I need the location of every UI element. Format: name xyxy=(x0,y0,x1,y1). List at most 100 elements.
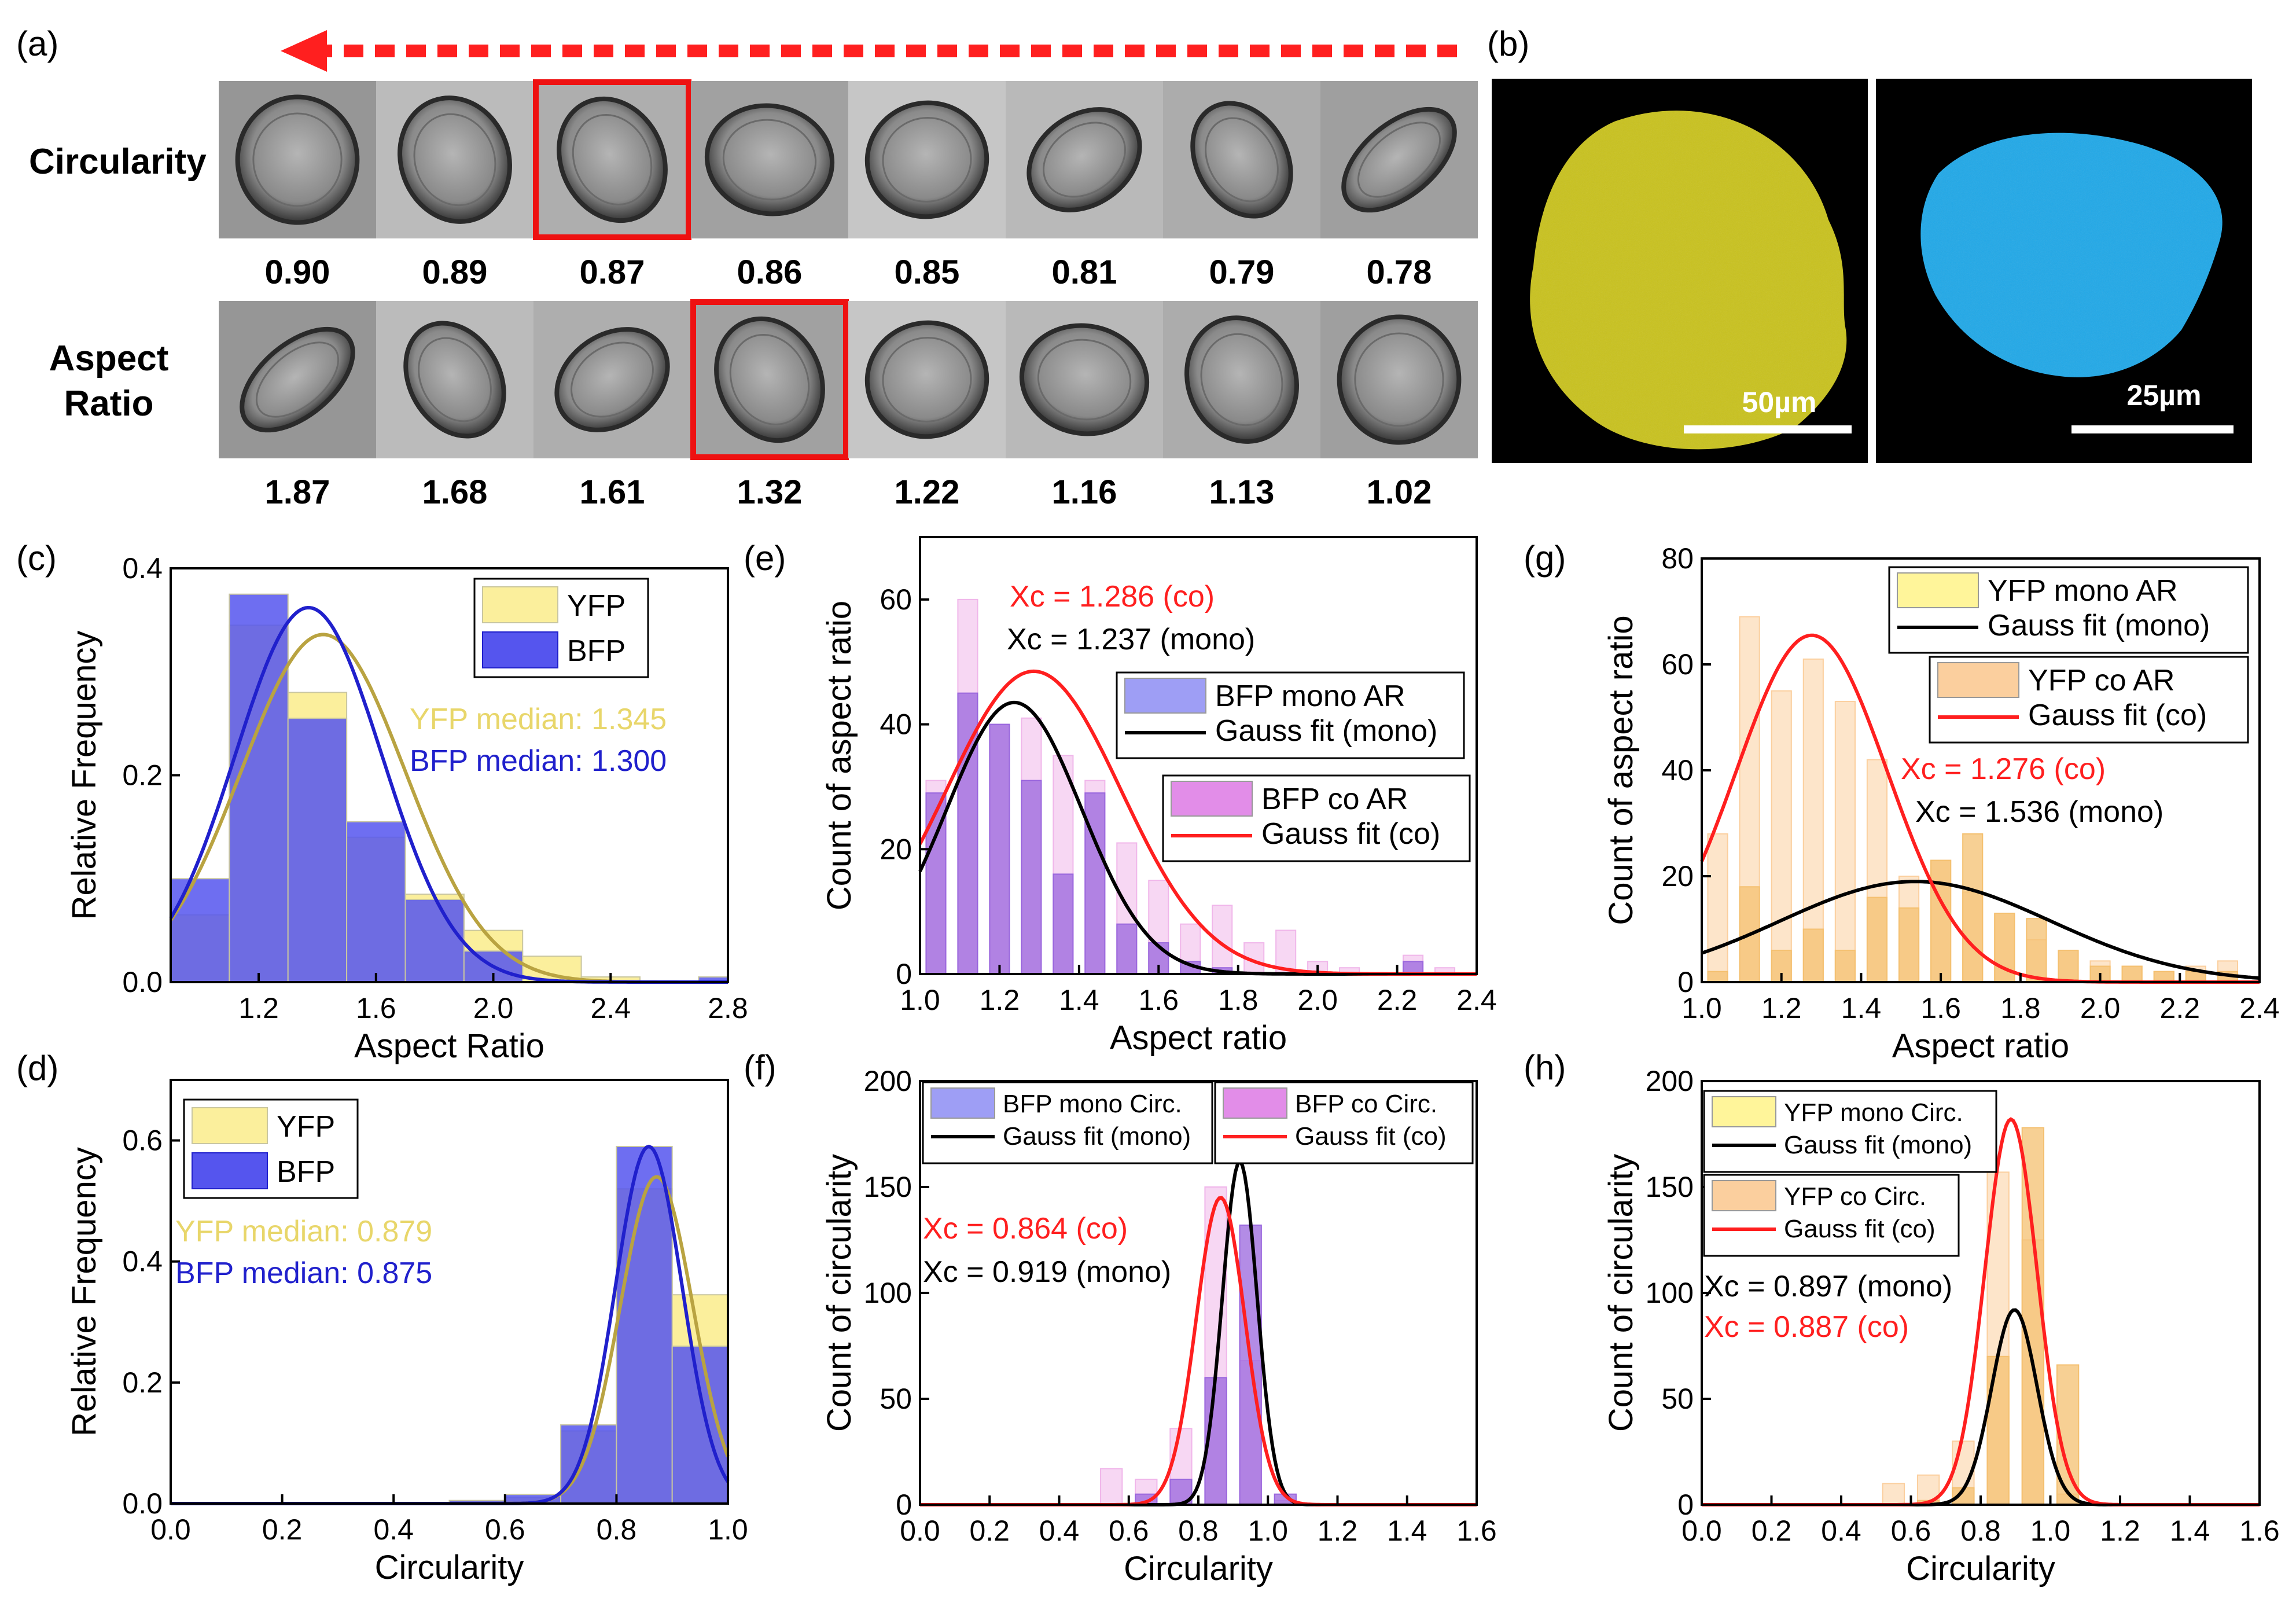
value-label: 1.61 xyxy=(580,473,645,511)
cell-inner xyxy=(1205,117,1279,203)
histogram-bar xyxy=(1021,780,1042,975)
highlight-box xyxy=(690,299,849,460)
legend-entry: YFP co Circ. xyxy=(1784,1182,1926,1211)
histogram-bar xyxy=(1930,859,1952,983)
annotation: Xc = 1.536 (mono) xyxy=(1915,795,2163,829)
y-tick-label: 20 xyxy=(1661,860,1694,892)
histogram-bar xyxy=(1882,1483,1905,1505)
histogram-bar xyxy=(1866,896,1888,983)
circularity-values: 0.90 0.89 0.87 0.86 0.85 0.81 0.79 0.78 xyxy=(265,253,1432,291)
cell-inner xyxy=(1200,333,1283,427)
x-tick-label: 0.8 xyxy=(597,1513,637,1546)
cell-inner xyxy=(418,337,492,422)
x-axis-label: Aspect ratio xyxy=(1892,1027,2069,1065)
histogram-bar xyxy=(957,692,978,975)
y-tick-label: 0 xyxy=(896,958,912,990)
cell-inner xyxy=(722,119,817,201)
legend-entry: BFP co Circ. xyxy=(1295,1090,1437,1118)
cell-inner xyxy=(729,334,810,425)
x-tick-label: 0.4 xyxy=(1039,1515,1080,1547)
x-tick-label: 1.6 xyxy=(356,992,396,1024)
x-tick-label: 2.2 xyxy=(1377,984,1418,1016)
x-tick-label: 2.8 xyxy=(708,992,748,1024)
x-tick-label: 0.2 xyxy=(262,1513,303,1546)
legend-entry: Gauss fit (mono) xyxy=(1988,609,2210,642)
legend-swatch xyxy=(1712,1180,1776,1211)
x-tick-label: 1.2 xyxy=(1318,1515,1358,1547)
legend-entry: YFP xyxy=(277,1110,335,1144)
chart-f-bfp-circularity-counts: (f) 0.0 0.2 0.4 0.6 0.8 1.0 1.2 1.4 1.6 0 50 100 150 2… xyxy=(744,1048,1497,1587)
x-tick-label: 1.2 xyxy=(2100,1515,2140,1547)
cell-inner xyxy=(882,117,972,203)
legend-entry: Gauss fit (mono) xyxy=(1003,1122,1191,1151)
x-tick-label: 1.0 xyxy=(1248,1515,1288,1547)
annotation: Xc = 1.286 (co) xyxy=(1010,580,1215,613)
chart-e-bfp-aspect-ratio-counts: (e) 1.0 1.2 1.4 1.6 1.8 2.0 2.2 2.4 0 20 40 60 Aspect… xyxy=(744,536,1497,1057)
histogram-bar xyxy=(1403,961,1424,975)
legend-entry: YFP xyxy=(567,589,625,623)
y-tick-label: 40 xyxy=(1661,754,1694,787)
value-label: 0.89 xyxy=(422,253,488,291)
x-tick-label: 1.4 xyxy=(2170,1515,2210,1547)
y-axis-label: Relative Frequency xyxy=(65,631,103,920)
histogram-bar xyxy=(287,718,348,983)
x-tick-label: 2.0 xyxy=(1297,984,1338,1016)
y-tick-label: 40 xyxy=(880,708,912,741)
cell-inner xyxy=(255,341,340,418)
legend-entry: Gauss fit (mono) xyxy=(1784,1131,1972,1159)
annotation: YFP median: 1.345 xyxy=(410,703,667,736)
x-tick-label: 1.2 xyxy=(1761,992,1802,1024)
aspect-ratio-values: 1.87 1.68 1.61 1.32 1.22 1.16 1.13 1.02 xyxy=(265,473,1432,511)
x-tick-label: 0.4 xyxy=(373,1513,414,1546)
annotation: BFP median: 0.875 xyxy=(175,1256,432,1290)
histogram-bar xyxy=(1962,833,1984,983)
cell-inner xyxy=(882,337,972,422)
x-tick-label: 1.2 xyxy=(980,984,1020,1016)
value-label: 1.02 xyxy=(1367,473,1432,511)
x-tick-label: 0.8 xyxy=(1178,1515,1219,1547)
legend-swatch xyxy=(482,586,558,623)
x-tick-label: 0.6 xyxy=(1891,1515,1931,1547)
y-tick-label: 0.0 xyxy=(122,1487,163,1520)
histogram-bar xyxy=(1204,1377,1227,1505)
legend-swatch xyxy=(482,631,558,668)
scale-bar-right xyxy=(2071,425,2234,433)
cell-outline xyxy=(403,321,506,439)
cell-inner xyxy=(572,114,653,205)
panel-a-label: (a) xyxy=(16,24,58,63)
annotation: BFP median: 1.300 xyxy=(410,744,667,778)
panel-label: (g) xyxy=(1524,539,1566,578)
value-label: 0.86 xyxy=(737,253,803,291)
chart-d-circularity-frequency: (d)0.0 0.2 0.4 0.6 0.8 1.00.00.20.40.6Circula… xyxy=(16,1049,748,1586)
cell-outline xyxy=(1337,314,1462,445)
row-title-circularity: Circularity xyxy=(29,142,207,182)
histogram-bar xyxy=(1986,1355,2010,1506)
annotation: Xc = 0.919 (mono) xyxy=(923,1255,1171,1289)
value-label: 1.32 xyxy=(737,473,803,511)
panel-label: (f) xyxy=(744,1048,777,1087)
cell-outline xyxy=(1026,107,1142,212)
y-tick-label: 100 xyxy=(1646,1277,1694,1309)
histogram-bar xyxy=(404,899,465,983)
legend-entry: YFP co AR xyxy=(2028,664,2174,697)
histogram-bar xyxy=(1053,873,1074,975)
y-axis-label: Count of circularity xyxy=(1602,1154,1640,1432)
plot-frame xyxy=(919,536,1478,975)
x-axis-label: Circularity xyxy=(1906,1550,2055,1587)
panel-label: (c) xyxy=(16,539,57,578)
cell-inner xyxy=(413,113,496,207)
y-tick-label: 50 xyxy=(880,1383,912,1415)
histogram-bar xyxy=(2058,950,2079,983)
histogram-bar xyxy=(2026,918,2047,983)
y-tick-label: 20 xyxy=(880,833,912,865)
legend-swatch xyxy=(192,1152,268,1189)
y-tick-label: 150 xyxy=(1646,1171,1694,1203)
panel-label: (d) xyxy=(16,1049,58,1087)
legend-entry: YFP mono AR xyxy=(1988,574,2178,608)
y-tick-label: 60 xyxy=(1661,648,1694,681)
cell-outline xyxy=(554,327,670,432)
legend-swatch xyxy=(1223,1087,1287,1119)
histogram-bar xyxy=(2121,965,2143,983)
x-tick-label: 2.0 xyxy=(473,992,514,1024)
x-tick-label: 1.0 xyxy=(1681,992,1722,1024)
